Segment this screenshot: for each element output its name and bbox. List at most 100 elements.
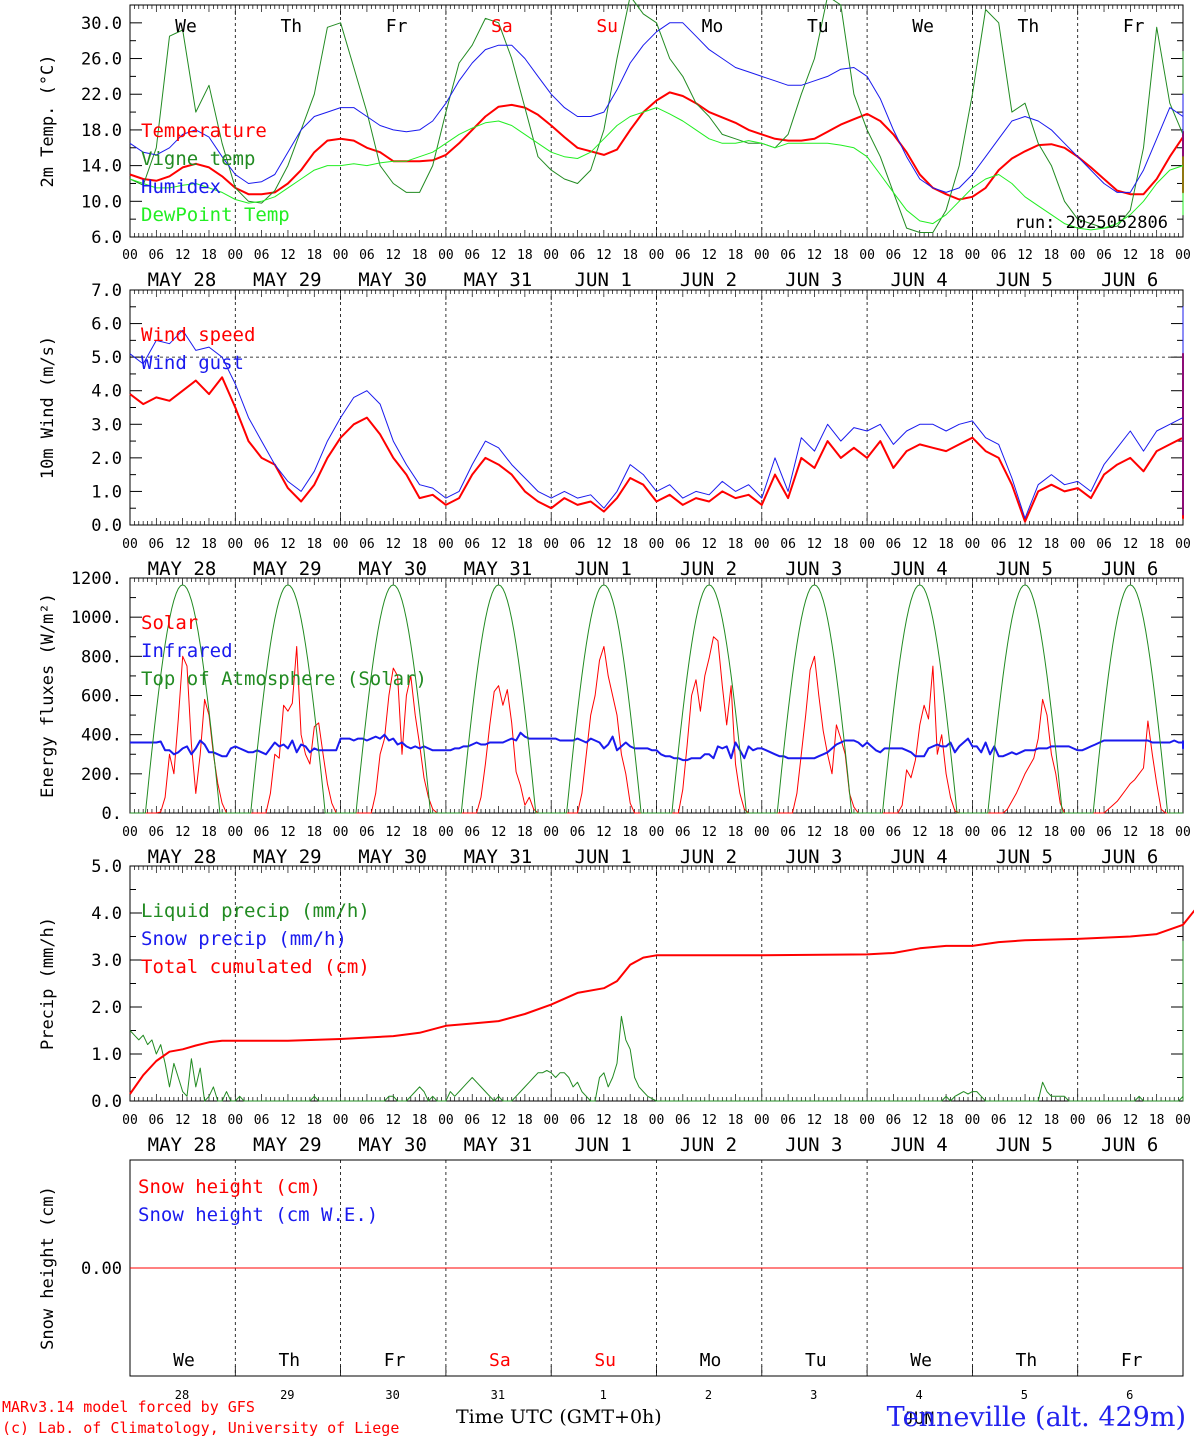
hour-tick-label: 18 (306, 537, 322, 552)
hour-tick-label: 18 (1149, 248, 1165, 263)
date-label: JUN 3 (785, 269, 842, 291)
day-number-label: 3 (810, 1388, 817, 1402)
legend-entry: Liquid precip (mm/h) (141, 900, 370, 922)
hour-tick-label: 06 (148, 825, 164, 840)
hour-tick-label: 06 (570, 248, 586, 263)
hour-tick-label: 00 (1175, 248, 1191, 263)
date-label: JUN 4 (890, 1134, 947, 1156)
hour-tick-label: 18 (938, 537, 954, 552)
hour-tick-label: 00 (1175, 825, 1191, 840)
hour-tick-label: 00 (649, 248, 665, 263)
legend-entry: Vigne temp (141, 148, 255, 170)
legend-entry: Wind speed (141, 324, 255, 346)
hour-tick-label: 12 (807, 248, 823, 263)
legend-entry: Total cumulated (cm) (141, 956, 370, 978)
weekday-label: We (910, 1350, 932, 1371)
hour-tick-label: 12 (491, 1113, 507, 1128)
date-label: JUN 5 (996, 269, 1053, 291)
legend-entry: Snow height (cm) (138, 1176, 321, 1198)
hour-tick-label: 12 (807, 825, 823, 840)
date-label: MAY 31 (464, 846, 533, 868)
hour-tick-label: 00 (965, 248, 981, 263)
hour-tick-label: 06 (464, 248, 480, 263)
hour-tick-label: 06 (886, 248, 902, 263)
hour-tick-label: 18 (1149, 825, 1165, 840)
series-line (130, 731, 1184, 762)
hour-tick-label: 06 (148, 537, 164, 552)
hour-tick-label: 18 (622, 537, 638, 552)
time-axis-label: Time UTC (GMT+0h) (456, 1406, 662, 1428)
hour-tick-label: 12 (912, 248, 928, 263)
hour-tick-label: 06 (254, 825, 270, 840)
hour-tick-label: 00 (649, 825, 665, 840)
hour-tick-label: 18 (1044, 537, 1060, 552)
hour-tick-label: 00 (1070, 1113, 1086, 1128)
hour-tick-label: 12 (701, 248, 717, 263)
hour-tick-label: 12 (1123, 537, 1139, 552)
hour-tick-label: 18 (201, 1113, 217, 1128)
hour-tick-label: 12 (912, 825, 928, 840)
y-tick-label: 0.0 (91, 516, 122, 536)
day-number-label: 29 (280, 1388, 294, 1402)
hour-tick-label: 06 (254, 1113, 270, 1128)
hour-tick-label: 18 (306, 825, 322, 840)
hour-tick-label: 00 (965, 1113, 981, 1128)
hour-tick-label: 00 (333, 1113, 349, 1128)
panel-5 (129, 1159, 1184, 1377)
hour-tick-label: 06 (1096, 1113, 1112, 1128)
hour-tick-label: 00 (333, 248, 349, 263)
hour-tick-label: 06 (359, 825, 375, 840)
hour-tick-label: 12 (280, 825, 296, 840)
hour-tick-label: 00 (227, 248, 243, 263)
y-axis-label: Precip (mm/h) (38, 917, 58, 1050)
legend-entry: Snow precip (mm/h) (141, 928, 347, 950)
hour-tick-label: 06 (570, 825, 586, 840)
y-tick-label: 22.0 (81, 85, 122, 105)
hour-tick-label: 12 (491, 248, 507, 263)
date-label: JUN 4 (890, 269, 947, 291)
date-label: MAY 30 (358, 1134, 427, 1156)
hour-tick-label: 12 (701, 1113, 717, 1128)
hour-tick-label: 06 (254, 248, 270, 263)
hour-tick-label: 00 (1175, 537, 1191, 552)
y-tick-label: 0.00 (81, 1259, 122, 1279)
hour-tick-label: 12 (1123, 825, 1139, 840)
hour-tick-label: 00 (122, 825, 138, 840)
date-label: JUN 6 (1101, 269, 1158, 291)
hour-tick-label: 00 (859, 537, 875, 552)
hour-tick-label: 18 (412, 1113, 428, 1128)
hour-tick-label: 12 (280, 1113, 296, 1128)
hour-tick-label: 00 (1070, 537, 1086, 552)
y-tick-label: 2.0 (91, 998, 122, 1018)
weekday-label: We (175, 16, 197, 37)
date-label: MAY 31 (464, 269, 533, 291)
weekday-label: Tu (805, 1350, 827, 1371)
y-axis-label: Snow height (cm) (38, 1186, 58, 1350)
y-tick-label: 6.0 (91, 315, 122, 335)
hour-tick-label: 12 (807, 1113, 823, 1128)
hour-tick-label: 00 (122, 248, 138, 263)
hour-tick-label: 06 (675, 825, 691, 840)
y-axis-label: 10m Wind (m/s) (38, 336, 58, 479)
hour-tick-label: 18 (833, 248, 849, 263)
hour-tick-label: 06 (1096, 825, 1112, 840)
hour-tick-label: 06 (1096, 248, 1112, 263)
hour-tick-label: 06 (780, 537, 796, 552)
hour-tick-label: 00 (333, 537, 349, 552)
hour-tick-label: 06 (675, 537, 691, 552)
date-label: MAY 31 (464, 1134, 533, 1156)
y-tick-label: 7.0 (91, 281, 122, 301)
y-tick-label: 1000. (71, 608, 122, 628)
hour-tick-label: 18 (306, 1113, 322, 1128)
lab-credit: (c) Lab. of Climatology, University of L… (2, 1419, 400, 1437)
date-label: MAY 30 (358, 558, 427, 580)
hour-tick-label: 18 (728, 1113, 744, 1128)
weekday-label: Th (280, 16, 302, 37)
date-label: MAY 28 (148, 846, 217, 868)
hour-tick-label: 06 (675, 248, 691, 263)
date-label: MAY 30 (358, 846, 427, 868)
day-number-label: 31 (491, 1388, 505, 1402)
y-tick-label: 200. (81, 765, 122, 785)
hour-tick-label: 12 (385, 537, 401, 552)
